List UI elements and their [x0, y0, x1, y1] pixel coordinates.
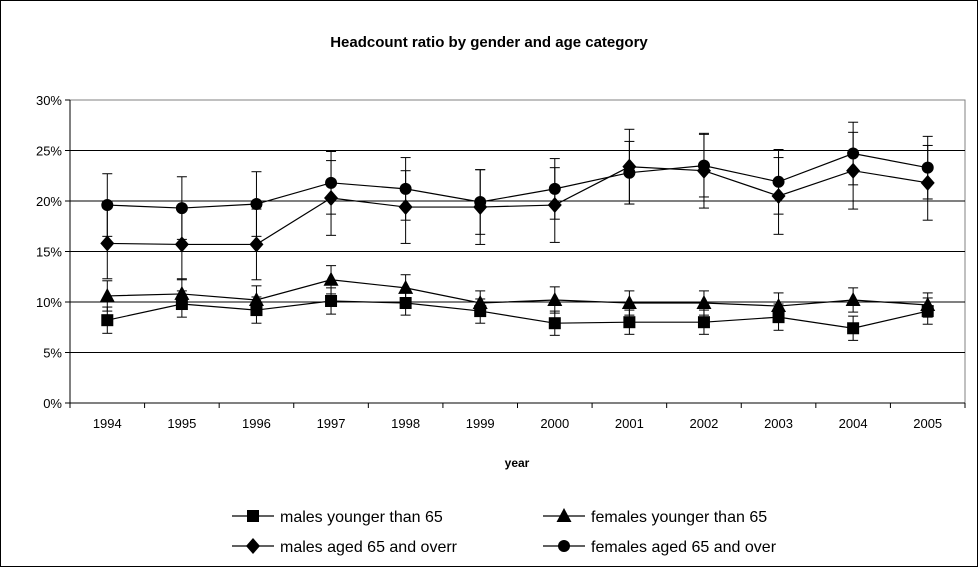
data-point: [174, 285, 190, 300]
legend-item: females aged 65 and over: [543, 539, 777, 556]
series-line: [107, 300, 928, 329]
x-tick-label: 2004: [839, 416, 868, 431]
x-tick-label: 1999: [466, 416, 495, 431]
legend: males younger than 65 females younger tha…: [232, 508, 777, 556]
data-point: [697, 159, 710, 172]
y-tick-label: 10%: [36, 295, 62, 310]
legend-label: females younger than 65: [591, 509, 767, 526]
x-tick-label: 2003: [764, 416, 793, 431]
y-tick-label: 30%: [36, 93, 62, 108]
data-point: [398, 279, 414, 294]
data-point: [921, 161, 934, 174]
x-axis-label: year: [505, 456, 530, 470]
x-tick-label: 1996: [242, 416, 271, 431]
x-tick-label: 2000: [540, 416, 569, 431]
series-circle: [101, 121, 934, 240]
x-tick-label: 2001: [615, 416, 644, 431]
data-point: [920, 297, 936, 312]
legend-item: females younger than 65: [543, 508, 767, 526]
series-line: [107, 152, 928, 209]
data-point: [697, 316, 710, 329]
legend-label: males aged 65 and overr: [280, 539, 458, 556]
x-tick-label: 2005: [913, 416, 942, 431]
data-point: [101, 199, 114, 212]
y-tick-label: 5%: [43, 346, 62, 361]
y-tick-label: 25%: [36, 144, 62, 159]
data-point: [99, 287, 115, 302]
y-tick-label: 0%: [43, 396, 62, 411]
data-point: [248, 291, 264, 306]
data-point: [623, 316, 636, 329]
y-tick-label: 15%: [36, 245, 62, 260]
data-point: [325, 176, 338, 189]
x-tick-label: 1997: [317, 416, 346, 431]
legend-marker: [246, 538, 260, 554]
data-point: [547, 291, 563, 306]
data-point: [325, 294, 338, 307]
data-point: [249, 236, 264, 253]
legend-marker: [558, 540, 570, 552]
legend-label: males younger than 65: [280, 509, 443, 526]
legend-label: females aged 65 and over: [591, 539, 777, 556]
data-point: [847, 322, 860, 335]
legend-marker: [247, 510, 259, 522]
x-tick-label: 1995: [167, 416, 196, 431]
data-point: [771, 298, 787, 313]
data-point: [474, 196, 487, 209]
legend-item: males aged 65 and overr: [232, 538, 458, 556]
data-point: [399, 182, 412, 195]
data-point: [399, 297, 412, 310]
data-point: [175, 202, 188, 215]
data-point: [847, 147, 860, 160]
x-tick-label: 2002: [689, 416, 718, 431]
data-point: [174, 236, 189, 253]
data-point: [845, 291, 861, 306]
series-triangle: [99, 265, 936, 320]
data-point: [100, 235, 115, 252]
data-point: [548, 182, 561, 195]
legend-marker: [556, 508, 572, 522]
x-axis: 1994 1995 1996 1997 1998 1999 2000 2001 2002 2003…: [69, 402, 966, 431]
y-tick-label: 20%: [36, 194, 62, 209]
series-line: [107, 279, 928, 307]
data-point: [696, 295, 712, 310]
data-point: [548, 317, 561, 330]
data-point: [772, 175, 785, 188]
legend-item: males younger than 65: [232, 509, 443, 526]
data-point: [623, 166, 636, 179]
x-tick-label: 1998: [391, 416, 420, 431]
data-point: [472, 295, 488, 310]
data-point: [323, 271, 339, 286]
chart-title: Headcount ratio by gender and age catego…: [330, 34, 648, 51]
series-layer: [99, 121, 936, 341]
data-point: [250, 198, 263, 211]
y-axis: 0% 5% 10% 15% 20% 25% 30%: [36, 93, 71, 411]
x-tick-label: 1994: [93, 416, 122, 431]
data-point: [101, 314, 114, 327]
series-line: [107, 166, 928, 246]
data-point: [621, 295, 637, 310]
